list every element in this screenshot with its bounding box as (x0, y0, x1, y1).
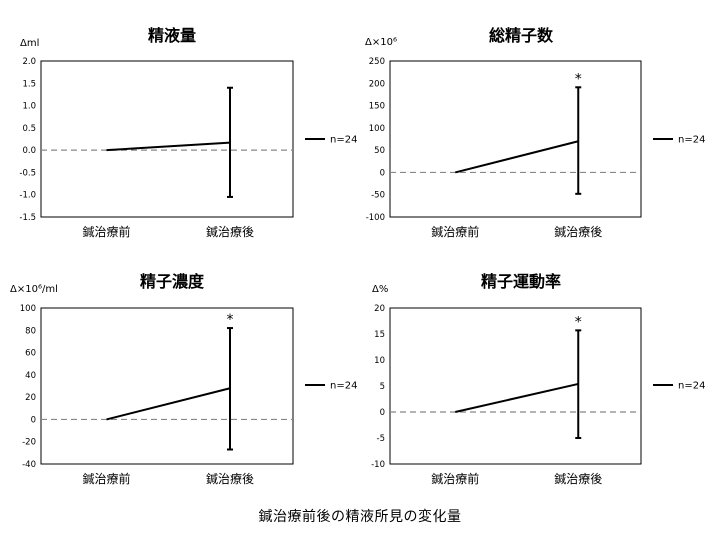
plot-frame (40, 60, 294, 218)
y-tick-label: 2.0 (22, 57, 36, 67)
chart-panel-1: 精液量 Δml 2.0 1.5 1.0 0.5 0.0 -0.5 -1.0 -1.5 鍼治療前 鍼治療… (19, 26, 357, 239)
x-tick-label: 鍼治療前 (431, 471, 479, 486)
y-tick-label: 10 (374, 356, 385, 366)
y-tick-label: 50 (374, 146, 385, 156)
x-tick-label: 鍼治療後 (206, 471, 254, 486)
plot-frame (389, 307, 642, 465)
x-tick-label: 鍼治療後 (554, 224, 602, 239)
y-tick-label: 0 (380, 408, 385, 418)
figure-caption: 鍼治療前後の精液所見の変化量 (258, 509, 462, 525)
y-tick-label: -5 (377, 434, 385, 444)
y-tick-label: -1.5 (19, 213, 36, 223)
y-tick-label: 5 (380, 382, 385, 392)
y-tick-label: -50 (371, 191, 385, 201)
y-axis-label: Δ% (372, 284, 388, 295)
chart-title: 総精子数 (489, 26, 554, 45)
series-line (455, 140, 579, 174)
series-line (106, 141, 231, 152)
y-tick-label: -1.0 (19, 191, 36, 201)
y-tick-label: 100 (369, 124, 385, 134)
y-tick-label: 100 (20, 304, 36, 314)
legend-label: n=24 (330, 381, 357, 392)
x-tick-label: 鍼治療前 (83, 224, 131, 239)
x-tick-label: 鍼治療後 (554, 471, 602, 486)
chart-panel-4: 精子運動率 Δ% 20 15 10 5 0 -5 -10 鍼治療前 鍼治療後 * n=24 (371, 272, 705, 486)
y-tick-label: 1.5 (22, 79, 36, 89)
y-axis-label: Δml (20, 38, 39, 49)
y-tick-label: -0.5 (19, 168, 36, 178)
series-line (106, 387, 231, 421)
y-tick-label: 0 (380, 168, 385, 178)
y-tick-label: 80 (25, 326, 36, 336)
significance-marker: * (575, 314, 582, 330)
y-tick-label: 60 (25, 349, 36, 359)
series-line (455, 382, 579, 413)
y-tick-label: 0.5 (22, 124, 36, 134)
y-tick-label: 15 (374, 330, 385, 340)
legend-label: n=24 (330, 135, 357, 146)
y-tick-label: -100 (366, 213, 385, 223)
chart-panel-2: 総精子数 Δ×10⁶ 250 200 150 100 50 0 -50 -100 鍼治療前 鍼治療後 *… (365, 26, 705, 239)
chart-title: 精液量 (148, 26, 196, 45)
x-tick-label: 鍼治療後 (206, 224, 254, 239)
plot-frame (40, 307, 294, 465)
chart-title: 精子濃度 (140, 272, 205, 291)
y-tick-label: -40 (22, 460, 36, 470)
significance-marker: * (575, 71, 582, 87)
plot-frame (389, 60, 642, 218)
y-tick-label: 200 (369, 79, 385, 89)
y-tick-label: 0.0 (22, 146, 36, 156)
y-tick-label: 40 (25, 371, 36, 381)
chart-title: 精子運動率 (481, 272, 561, 291)
y-tick-label: 1.0 (22, 102, 36, 112)
y-tick-label: 250 (369, 57, 385, 67)
y-axis-label: Δ×10⁶/ml (10, 284, 58, 295)
chart-panel-3: 精子濃度 Δ×10⁶/ml 100 80 60 40 20 0 -20 -40 鍼治療前 鍼治療後 * n… (10, 272, 357, 486)
y-tick-label: 150 (369, 102, 385, 112)
x-tick-label: 鍼治療前 (83, 471, 131, 486)
legend-label: n=24 (678, 381, 705, 392)
y-axis-label: Δ×10⁶ (365, 37, 397, 48)
y-tick-label: 0 (31, 415, 36, 425)
y-tick-label: -10 (371, 460, 385, 470)
significance-marker: * (227, 312, 234, 328)
y-tick-label: -20 (22, 438, 36, 448)
legend-label: n=24 (678, 135, 705, 146)
y-tick-label: 20 (374, 304, 385, 314)
y-tick-label: 20 (25, 393, 36, 403)
x-tick-label: 鍼治療前 (431, 224, 479, 239)
